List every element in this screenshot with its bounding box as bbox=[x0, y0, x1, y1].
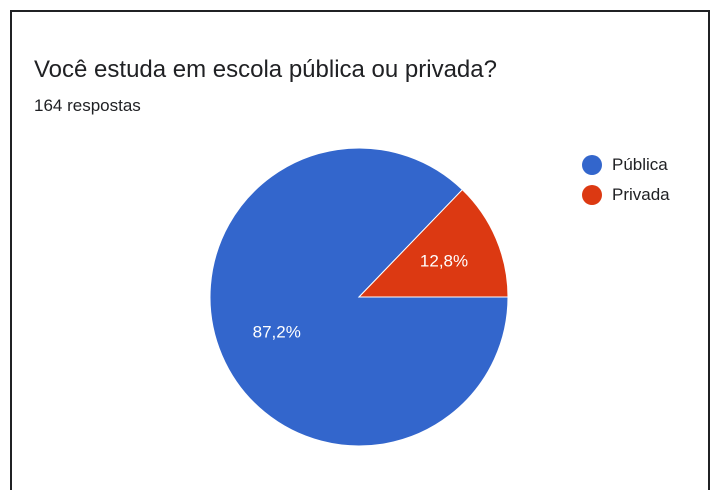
legend-label-publica: Pública bbox=[612, 155, 668, 174]
legend-item-publica[interactable]: Pública bbox=[582, 150, 670, 180]
legend-swatch-privada bbox=[582, 185, 602, 205]
pie-label-publica: 87,2% bbox=[253, 322, 301, 341]
response-count: 164 respostas bbox=[34, 96, 141, 115]
chart-legend: Pública Privada bbox=[582, 150, 670, 210]
legend-item-privada[interactable]: Privada bbox=[582, 180, 670, 210]
pie-slice-privada[interactable] bbox=[357, 188, 509, 298]
pie-label-privada: 12,8% bbox=[420, 251, 468, 270]
legend-swatch-publica bbox=[582, 155, 602, 175]
legend-label-privada: Privada bbox=[612, 185, 670, 204]
question-title: Você estuda em escola pública ou privada… bbox=[34, 56, 497, 83]
